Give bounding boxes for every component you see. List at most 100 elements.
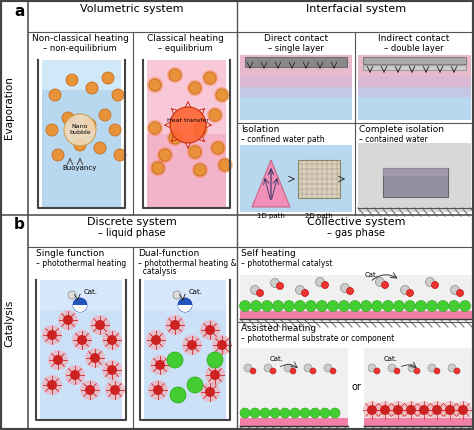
- Circle shape: [456, 289, 464, 297]
- Text: a: a: [14, 4, 24, 19]
- Circle shape: [434, 368, 440, 374]
- Bar: [42, 60, 121, 208]
- Circle shape: [361, 301, 372, 311]
- Circle shape: [84, 119, 96, 131]
- Circle shape: [262, 301, 273, 311]
- Circle shape: [187, 80, 203, 96]
- Circle shape: [192, 162, 208, 178]
- Circle shape: [194, 164, 206, 176]
- Text: Cat.: Cat.: [84, 289, 98, 295]
- Circle shape: [250, 286, 259, 295]
- Circle shape: [328, 301, 338, 311]
- Circle shape: [310, 408, 320, 418]
- Bar: [364, 418, 472, 426]
- Text: Direct contact: Direct contact: [264, 34, 328, 43]
- Circle shape: [321, 282, 328, 289]
- Circle shape: [214, 87, 230, 103]
- Circle shape: [346, 288, 354, 295]
- Circle shape: [240, 408, 250, 418]
- Circle shape: [150, 355, 170, 375]
- Circle shape: [300, 408, 310, 418]
- Text: Evaporation: Evaporation: [4, 77, 14, 139]
- Text: Indirect contact: Indirect contact: [378, 34, 450, 43]
- Text: Single function: Single function: [36, 249, 104, 258]
- Circle shape: [204, 72, 216, 84]
- Circle shape: [216, 89, 228, 101]
- Circle shape: [207, 352, 223, 368]
- Circle shape: [200, 382, 220, 402]
- Bar: [240, 275, 472, 319]
- Circle shape: [149, 79, 161, 91]
- Circle shape: [170, 387, 186, 403]
- Circle shape: [367, 405, 377, 415]
- Circle shape: [306, 301, 317, 311]
- Circle shape: [426, 277, 435, 286]
- Circle shape: [46, 124, 58, 136]
- Circle shape: [153, 385, 163, 395]
- Bar: [240, 348, 348, 426]
- Circle shape: [99, 109, 111, 121]
- Bar: [358, 143, 471, 212]
- Circle shape: [169, 69, 181, 81]
- Circle shape: [349, 301, 361, 311]
- Circle shape: [150, 160, 166, 176]
- Wedge shape: [178, 305, 192, 312]
- Text: – non-equilibrium: – non-equilibrium: [43, 44, 117, 53]
- Text: catalysis: catalysis: [138, 267, 176, 276]
- Text: Self heating: Self heating: [241, 249, 296, 258]
- Circle shape: [294, 301, 306, 311]
- Circle shape: [448, 364, 456, 372]
- Circle shape: [459, 301, 471, 311]
- Circle shape: [304, 364, 312, 372]
- Circle shape: [110, 385, 120, 395]
- Circle shape: [85, 385, 95, 395]
- Circle shape: [316, 277, 325, 286]
- Circle shape: [149, 122, 161, 134]
- Text: – confined water path: – confined water path: [241, 135, 325, 144]
- Text: Collective system: Collective system: [307, 217, 405, 227]
- Circle shape: [187, 377, 203, 393]
- Circle shape: [402, 401, 420, 419]
- Circle shape: [170, 320, 180, 330]
- Circle shape: [94, 142, 106, 154]
- Circle shape: [338, 301, 349, 311]
- Circle shape: [448, 301, 459, 311]
- Text: Cat.: Cat.: [365, 272, 379, 278]
- Circle shape: [317, 301, 328, 311]
- Text: Cat.: Cat.: [384, 356, 398, 362]
- Circle shape: [330, 368, 336, 374]
- Circle shape: [450, 286, 459, 295]
- Circle shape: [250, 301, 262, 311]
- Bar: [240, 145, 352, 212]
- Circle shape: [210, 370, 220, 380]
- Circle shape: [404, 301, 416, 311]
- Circle shape: [271, 279, 280, 288]
- Circle shape: [165, 315, 185, 335]
- Text: Interfacial system: Interfacial system: [306, 4, 406, 14]
- Text: Isolation: Isolation: [241, 125, 279, 134]
- Circle shape: [48, 350, 68, 370]
- Circle shape: [47, 380, 57, 390]
- Circle shape: [290, 408, 300, 418]
- Circle shape: [416, 301, 427, 311]
- Circle shape: [428, 401, 446, 419]
- Text: b: b: [14, 217, 25, 232]
- Circle shape: [202, 70, 218, 86]
- Circle shape: [320, 408, 330, 418]
- Text: Non-classical heating: Non-classical heating: [32, 34, 128, 43]
- Circle shape: [295, 286, 304, 295]
- Text: Classical heating: Classical heating: [146, 34, 223, 43]
- Circle shape: [276, 283, 283, 289]
- Circle shape: [63, 315, 73, 325]
- Circle shape: [284, 364, 292, 372]
- Circle shape: [102, 330, 122, 350]
- Circle shape: [90, 353, 100, 363]
- Circle shape: [187, 144, 203, 160]
- Bar: [383, 168, 448, 176]
- Circle shape: [58, 310, 78, 330]
- Bar: [240, 311, 472, 319]
- Circle shape: [280, 408, 290, 418]
- Circle shape: [382, 282, 389, 289]
- Circle shape: [107, 335, 117, 345]
- Circle shape: [376, 401, 394, 419]
